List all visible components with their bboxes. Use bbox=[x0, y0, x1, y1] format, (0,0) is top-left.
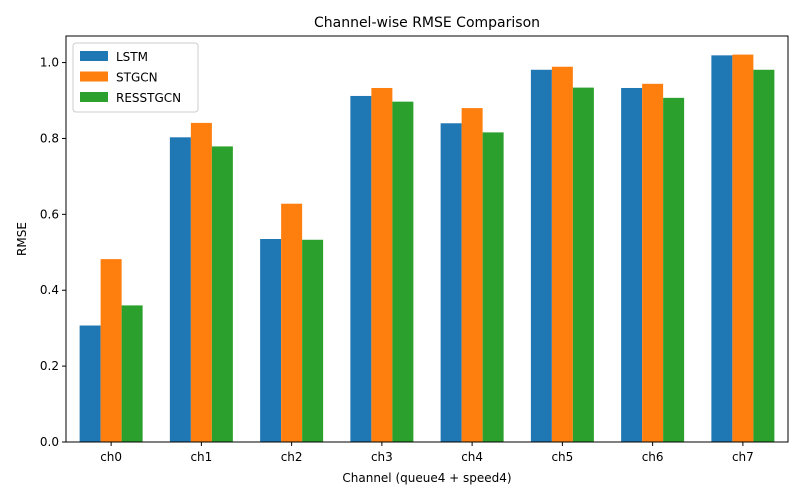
legend-swatch-lstm bbox=[80, 51, 108, 61]
y-tick-label: 0.4 bbox=[40, 283, 59, 297]
bar-resstgcn-ch3 bbox=[392, 101, 414, 442]
legend-label-resstgcn: RESSTGCN bbox=[116, 91, 181, 105]
x-tick-label: ch1 bbox=[190, 450, 212, 464]
bar-stgcn-ch5 bbox=[551, 66, 573, 442]
bar-resstgcn-ch1 bbox=[211, 146, 233, 443]
y-tick-label: 0.8 bbox=[40, 131, 59, 145]
bar-stgcn-ch0 bbox=[100, 259, 122, 442]
y-axis-label: RMSE bbox=[15, 222, 29, 256]
x-axis: ch0 ch1 ch2 ch3 ch4 ch5 ch6 ch7 bbox=[100, 442, 754, 464]
legend-label-stgcn: STGCN bbox=[116, 71, 158, 85]
bar-lstm-ch2 bbox=[260, 239, 282, 442]
bar-lstm-ch1 bbox=[169, 137, 191, 442]
bar-lstm-ch7 bbox=[711, 55, 733, 442]
legend-swatch-resstgcn bbox=[80, 92, 108, 102]
plot-frame bbox=[65, 35, 789, 443]
x-tick-label: ch7 bbox=[732, 450, 754, 464]
x-axis-label: Channel (queue4 + speed4) bbox=[342, 471, 511, 485]
bars-group bbox=[79, 54, 775, 443]
bar-resstgcn-ch2 bbox=[302, 239, 324, 442]
legend-label-lstm: LSTM bbox=[116, 50, 148, 64]
bar-resstgcn-ch4 bbox=[482, 132, 504, 442]
y-tick-label: 0.2 bbox=[40, 359, 59, 373]
x-tick-label: ch0 bbox=[100, 450, 122, 464]
y-tick-label: 0.6 bbox=[40, 207, 59, 221]
bar-stgcn-ch3 bbox=[371, 87, 393, 442]
bar-resstgcn-ch6 bbox=[663, 97, 685, 442]
bar-stgcn-ch2 bbox=[281, 203, 303, 442]
legend: LSTM STGCN RESSTGCN bbox=[72, 42, 199, 113]
y-tick-label: 1.0 bbox=[40, 56, 59, 70]
legend-swatch-stgcn bbox=[80, 71, 108, 82]
chart-title: Channel-wise RMSE Comparison bbox=[314, 15, 540, 31]
bar-stgcn-ch6 bbox=[642, 83, 664, 442]
x-tick-label: ch3 bbox=[371, 450, 393, 464]
bar-lstm-ch5 bbox=[530, 69, 552, 443]
y-tick-label: 0.0 bbox=[40, 435, 59, 449]
bar-resstgcn-ch5 bbox=[572, 87, 594, 443]
bar-stgcn-ch4 bbox=[461, 108, 483, 443]
bar-resstgcn-ch0 bbox=[121, 305, 143, 442]
bar-lstm-ch6 bbox=[621, 87, 643, 442]
x-tick-label: ch2 bbox=[281, 450, 303, 464]
y-axis: 0.0 0.2 0.4 0.6 0.8 1.0 bbox=[40, 56, 66, 449]
bar-stgcn-ch1 bbox=[190, 122, 212, 442]
x-tick-label: ch5 bbox=[551, 450, 573, 464]
bar-stgcn-ch7 bbox=[732, 54, 754, 442]
bar-lstm-ch3 bbox=[350, 95, 372, 442]
x-tick-label: ch6 bbox=[642, 450, 664, 464]
bar-lstm-ch4 bbox=[440, 123, 462, 442]
bar-resstgcn-ch7 bbox=[753, 69, 775, 443]
x-tick-label: ch4 bbox=[461, 450, 483, 464]
bar-lstm-ch0 bbox=[79, 325, 101, 442]
